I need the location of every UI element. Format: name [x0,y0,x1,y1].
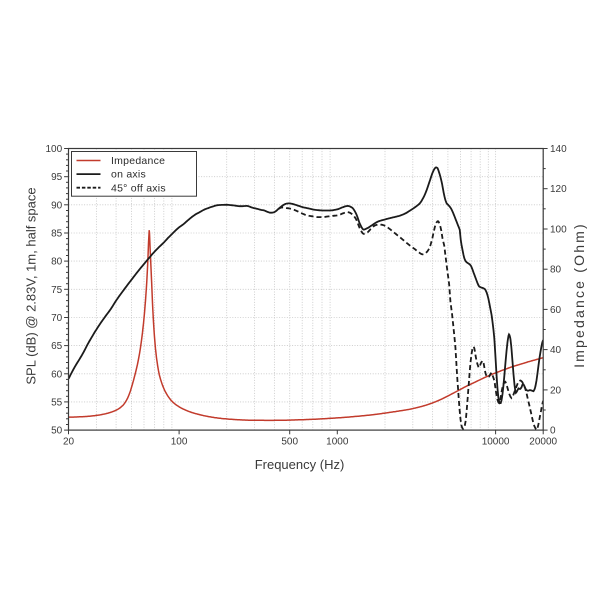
svg-text:75: 75 [51,285,63,296]
svg-text:85: 85 [51,229,63,240]
svg-text:70: 70 [51,313,63,324]
svg-text:45° off axis: 45° off axis [111,182,166,194]
svg-text:Impedance (Ohm): Impedance (Ohm) [571,222,587,368]
svg-text:140: 140 [550,144,567,155]
svg-text:20: 20 [550,385,562,396]
svg-text:100: 100 [171,436,188,447]
svg-text:Impedance: Impedance [111,155,165,167]
svg-text:100: 100 [46,144,63,155]
svg-text:10000: 10000 [482,436,510,447]
svg-text:60: 60 [51,369,63,380]
svg-text:80: 80 [550,265,562,276]
svg-text:500: 500 [281,436,298,447]
svg-text:20: 20 [63,436,75,447]
svg-text:90: 90 [51,200,63,211]
svg-text:40: 40 [550,345,562,356]
svg-text:95: 95 [51,172,63,183]
svg-text:60: 60 [550,305,562,316]
svg-text:100: 100 [550,225,567,236]
svg-text:65: 65 [51,341,63,352]
svg-text:80: 80 [51,257,63,268]
svg-text:120: 120 [550,184,567,195]
svg-text:1000: 1000 [326,436,349,447]
svg-text:Frequency (Hz): Frequency (Hz) [255,457,345,472]
svg-text:SPL (dB) @ 2.83V, 1m, half spa: SPL (dB) @ 2.83V, 1m, half space [23,187,38,384]
svg-text:55: 55 [51,397,63,408]
svg-text:50: 50 [51,426,63,437]
svg-text:0: 0 [550,426,556,437]
svg-text:on axis: on axis [111,169,146,181]
svg-text:20000: 20000 [529,436,557,447]
